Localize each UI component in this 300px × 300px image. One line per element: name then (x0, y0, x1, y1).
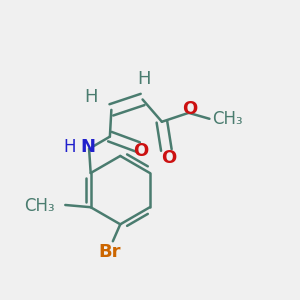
Text: N: N (80, 138, 95, 156)
Text: H: H (63, 138, 76, 156)
Text: CH₃: CH₃ (212, 110, 243, 128)
Text: H: H (137, 70, 151, 88)
Text: H: H (84, 88, 97, 106)
Text: CH₃: CH₃ (24, 197, 54, 215)
Text: O: O (133, 142, 148, 160)
Text: O: O (161, 149, 176, 167)
Text: Br: Br (99, 243, 121, 261)
Text: O: O (182, 100, 198, 118)
